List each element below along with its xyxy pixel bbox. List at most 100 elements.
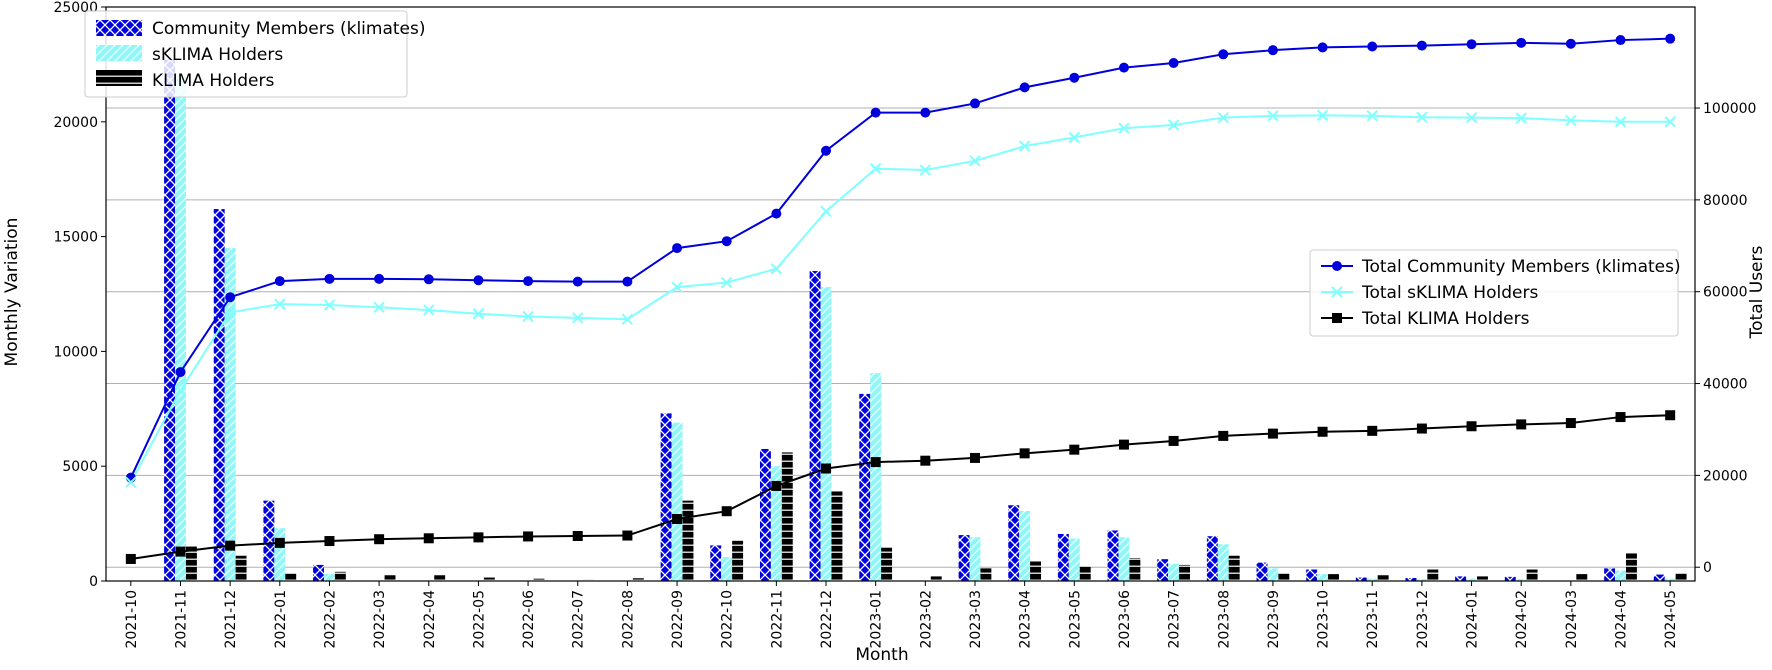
bar-klima	[1179, 564, 1190, 581]
point-total-sklima	[125, 476, 137, 488]
y-left-tick-label: 10000	[53, 344, 98, 360]
point-total-members	[1565, 38, 1576, 49]
x-tick-label: 2023-09	[1266, 590, 1282, 649]
bar-sklima	[1416, 579, 1428, 581]
bar-members	[809, 271, 821, 581]
point-total-klima	[1218, 430, 1229, 441]
point-total-members	[274, 276, 285, 287]
bar-sklima	[969, 537, 981, 581]
bar-klima	[1079, 566, 1091, 581]
point-total-sklima	[1118, 122, 1130, 134]
point-total-sklima	[1316, 109, 1329, 122]
point-total-sklima	[1068, 131, 1081, 144]
point-total-members	[473, 275, 484, 286]
point-total-klima	[1069, 444, 1080, 455]
point-total-sklima	[472, 308, 485, 320]
point-total-members	[969, 98, 980, 109]
bar-sklima	[1118, 537, 1130, 581]
x-tick-label: 2022-02	[322, 590, 338, 649]
point-total-sklima	[1465, 111, 1478, 124]
bar-klima	[1427, 569, 1439, 581]
legend-lines: Total Community Members (klimates) Total…	[1309, 249, 1681, 337]
bar-klima	[1228, 555, 1240, 581]
x-tick-label: 2023-04	[1018, 590, 1034, 649]
point-total-sklima	[820, 205, 832, 218]
point-total-sklima	[224, 306, 236, 319]
point-total-members	[423, 274, 434, 285]
x-tick-label: 2023-07	[1167, 590, 1183, 649]
x-tick-label: 2022-11	[769, 590, 785, 649]
line-total-sklima	[129, 114, 1671, 483]
bar-sklima	[721, 556, 733, 581]
bar-klima	[1477, 576, 1488, 581]
point-total-members	[1168, 58, 1179, 69]
bar-sklima	[1168, 563, 1180, 581]
legend-label-klima: KLIMA Holders	[152, 71, 274, 91]
x-tick-label: 2023-06	[1117, 590, 1133, 649]
axes: 0500010000150002000025000020000400006000…	[53, 0, 1756, 649]
bar-klima	[434, 575, 446, 581]
bar-sklima	[1615, 570, 1626, 581]
bar-sklima	[1466, 578, 1478, 581]
x-tick-label: 2021-11	[173, 590, 189, 649]
point-total-sklima	[1018, 140, 1031, 152]
legend-lines-frame	[1309, 249, 1679, 337]
point-total-members	[821, 145, 832, 156]
y-axis-left-label: Monthly Variation	[2, 218, 22, 367]
line-total-members	[129, 37, 1671, 479]
bar-members	[1256, 562, 1268, 581]
x-tick-label: 2021-12	[223, 590, 239, 649]
bar-members	[1157, 559, 1169, 581]
bar-members	[1405, 578, 1417, 581]
point-total-klima	[523, 531, 534, 542]
bar-sklima	[323, 574, 335, 581]
point-total-klima	[622, 530, 633, 541]
bar-klima	[1328, 574, 1339, 581]
point-total-members	[1466, 39, 1477, 50]
bar-members	[710, 545, 722, 581]
point-total-sklima	[919, 164, 932, 176]
point-total-klima	[324, 536, 335, 547]
point-total-sklima	[720, 276, 733, 289]
bar-sklima	[274, 528, 286, 581]
point-total-members	[771, 208, 782, 219]
line-total-klima	[130, 414, 1671, 560]
x-tick-label: 2022-05	[471, 590, 487, 649]
x-tick-label: 2022-06	[521, 590, 537, 649]
bar-sklima	[175, 75, 186, 581]
x-tick-label: 2024-04	[1614, 590, 1630, 649]
bar-klima	[1526, 569, 1538, 581]
bar-klima	[1675, 572, 1687, 581]
point-total-sklima	[1664, 116, 1676, 128]
y-right-tick-label: 20000	[1703, 468, 1748, 484]
point-total-members	[672, 243, 683, 254]
legend-bars: Community Members (klimates) sKLIMA Hold…	[84, 10, 426, 98]
point-total-members	[324, 273, 335, 284]
point-total-members	[1218, 49, 1229, 60]
point-total-sklima	[1167, 119, 1180, 131]
point-total-klima	[920, 455, 931, 466]
point-total-klima	[374, 534, 385, 545]
point-total-members	[1416, 40, 1427, 51]
point-total-members	[622, 276, 633, 287]
point-total-sklima	[770, 263, 783, 275]
x-tick-label: 2022-09	[670, 590, 686, 649]
point-total-members	[175, 367, 186, 378]
bar-members	[1653, 574, 1665, 581]
point-total-sklima	[1267, 110, 1279, 122]
bar-klima	[980, 568, 992, 581]
point-total-klima	[1615, 412, 1626, 423]
bar-klima	[881, 547, 893, 581]
bar-members	[759, 448, 771, 581]
point-total-members	[1069, 72, 1080, 83]
y-axis-right-label: Total Users	[1747, 246, 1767, 340]
point-total-members	[1019, 82, 1030, 93]
point-total-klima	[473, 532, 484, 543]
bar-klima	[1625, 553, 1637, 581]
bar-series	[164, 59, 1687, 582]
point-total-klima	[423, 533, 434, 544]
point-total-members	[572, 276, 583, 287]
point-total-members	[920, 107, 931, 118]
point-total-sklima	[572, 312, 584, 324]
bar-klima	[732, 540, 744, 581]
